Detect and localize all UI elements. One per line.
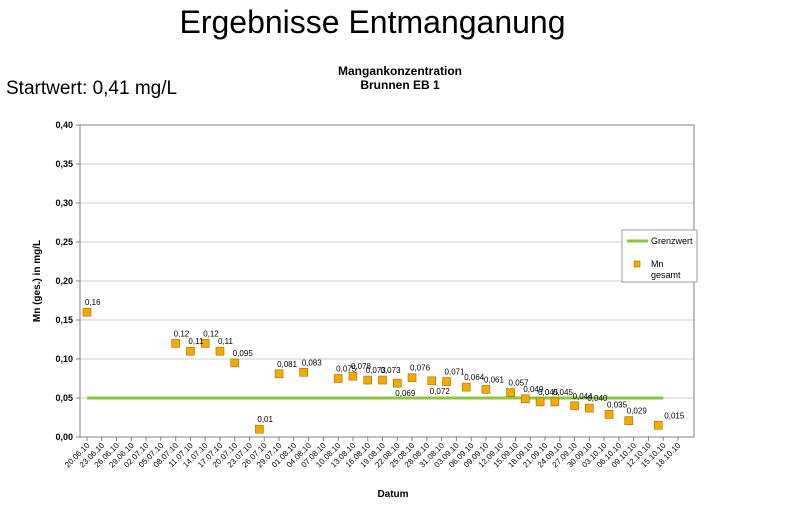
data-point-mn [363,375,373,385]
data-label: 0,071 [445,368,466,377]
data-point-mn [392,378,402,388]
legend: Grenzwert Mn gesamt [621,229,698,283]
data-label: 0,073 [381,366,402,375]
data-point-mn [186,346,195,356]
data-label: 0,11 [188,337,204,346]
data-point-mn [378,375,387,385]
data-label: 0,057 [509,379,530,388]
data-label: 0,16 [85,298,101,307]
data-point-mn [82,307,92,317]
y-axis-ticks: 0,00 0,05 0,10 0,15 0,20 0,25 0,30 0,35 0,40 [55,120,73,442]
data-label: 0,061 [484,375,505,384]
data-label: 0,015 [664,411,685,420]
slide-title: Ergebnisse Entmanganung [179,4,566,40]
legend-grenzwert-label: Grenzwert [651,236,693,246]
data-point-mn [255,424,264,434]
data-point-mn [171,339,180,348]
y-tick-label: 0,30 [55,198,73,208]
y-tick-label: 0,25 [55,237,73,247]
data-label: 0,029 [627,407,648,416]
data-point-mn [585,403,594,413]
chart-title-block: Mangankonzentration Brunnen EB 1 [250,64,550,92]
y-tick-label: 0,35 [55,159,73,169]
data-point-mn [624,416,634,425]
data-point-mn [348,371,358,381]
data-label: 0,045 [538,388,559,397]
data-label: 0,073 [366,366,387,375]
data-label: 0,072 [430,387,451,396]
data-point-mn [215,346,225,356]
data-point-mn [200,339,210,348]
data-label: 0,044 [573,392,594,401]
y-axis-title: Mn (ges.) in mg/L [32,240,43,322]
y-tick-label: 0,40 [55,120,73,130]
y-tick-label: 0,00 [55,432,73,442]
data-label: 0,035 [607,400,628,409]
legend-mn-label: Mn [651,259,664,269]
data-point-mn [550,397,560,407]
data-point-mn [535,397,545,407]
chart-subtitle: Brunnen EB 1 [360,78,440,92]
data-point-mn [653,420,663,430]
data-label: 0,081 [277,360,298,369]
legend-box [621,229,698,283]
data-point-mn [442,377,451,386]
data-point-mn [427,376,437,386]
chart-title: Mangankonzentration [337,64,462,78]
data-point-mn [461,382,471,392]
data-point-mn [481,385,491,394]
data-label: 0,075 [336,365,357,374]
data-point-mn [407,373,417,383]
data-point-mn [506,388,515,397]
x-axis-ticks: 20.06.1023.06.1026.06.1029.06.1002.07.10… [63,437,683,469]
data-point-mn [333,374,343,383]
data-label: 0,069 [395,389,416,398]
data-label: 0,11 [218,337,234,346]
data-label: 0,049 [523,385,544,394]
data-label: 0,078 [351,362,372,371]
data-label: 0,095 [233,349,254,358]
data-point-mn [570,401,579,411]
data-label: 0,076 [410,364,431,373]
x-axis-title: Datum [377,489,408,500]
data-label: 0,083 [302,358,323,367]
y-tick-label: 0,10 [55,354,73,364]
data-label: 0,12 [203,329,219,338]
data-label: 0,045 [553,388,574,397]
legend-mn-label-2: gesamt [651,270,681,280]
data-label: 0,064 [464,373,485,382]
y-tick-label: 0,20 [55,276,73,286]
data-label: 0,040 [587,394,608,403]
data-label: 0,01 [257,415,273,424]
data-point-mn [521,394,530,404]
data-point-mn [299,367,309,377]
data-point-mn [230,358,240,368]
y-tick-label: 0,05 [55,393,73,403]
startwert-text: Startwert: 0,41 mg/L [6,78,178,99]
legend-mn-symbol [633,260,641,268]
y-tick-label: 0,15 [55,315,73,325]
data-points [82,307,663,434]
data-point-mn [604,410,614,419]
data-point-mn [274,369,284,379]
gridlines [76,124,694,438]
data-label: 0,12 [174,329,190,338]
